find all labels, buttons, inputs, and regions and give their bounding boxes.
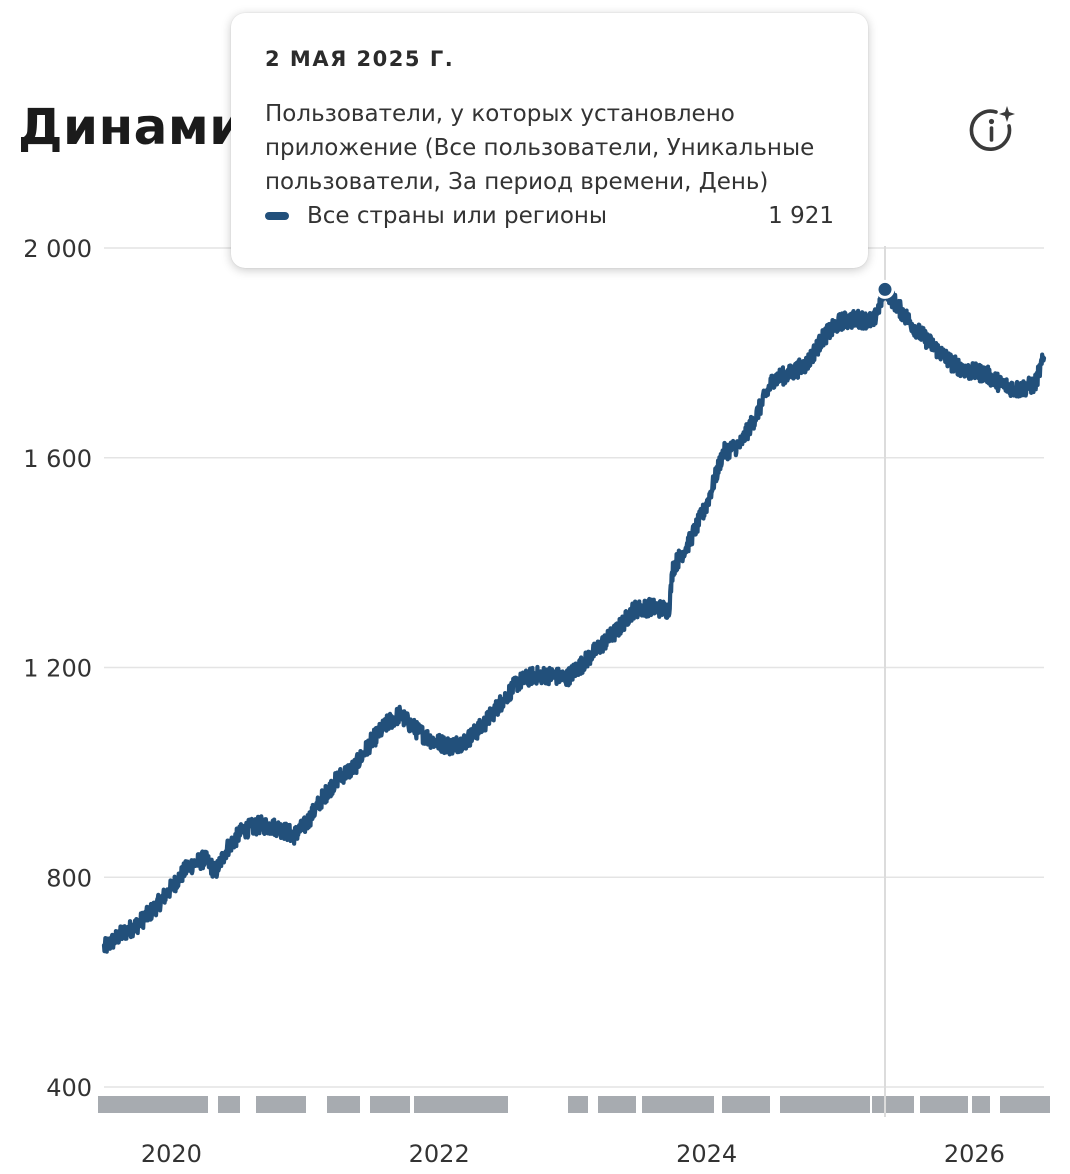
annotation-marker xyxy=(568,1096,588,1113)
series-swatch xyxy=(265,212,289,220)
x-tick-label: 2024 xyxy=(676,1140,737,1168)
annotation-marker xyxy=(218,1096,240,1113)
tooltip-series-label: Все страны или регионы xyxy=(307,203,608,229)
y-tick-label: 2 000 xyxy=(23,235,92,263)
highlight-point xyxy=(875,279,895,299)
annotation-marker xyxy=(722,1096,770,1113)
grid xyxy=(104,247,1044,1088)
annotation-marker xyxy=(256,1096,306,1113)
info-sparkle-button[interactable] xyxy=(966,104,1018,156)
annotation-marker xyxy=(598,1096,636,1113)
annotation-marker xyxy=(872,1096,914,1113)
annotation-marker xyxy=(920,1096,968,1113)
annotation-marker xyxy=(780,1096,870,1113)
highlight xyxy=(875,279,895,299)
series-line-all-regions xyxy=(101,280,1047,954)
annotation-marker xyxy=(642,1096,714,1113)
y-axis: 2 000 1 600 1 200 800 400 xyxy=(23,235,92,1102)
y-tick-label: 400 xyxy=(46,1074,92,1102)
x-tick-label: 2026 xyxy=(944,1140,1005,1168)
annotation-marker xyxy=(370,1096,410,1113)
x-axis: 2020 2022 2024 2026 xyxy=(141,1140,1005,1168)
info-sparkle-icon xyxy=(969,106,1015,151)
tooltip-date: 2 МАЯ 2025 Г. xyxy=(265,47,455,71)
annotation-marker xyxy=(414,1096,508,1113)
annotation-strip xyxy=(98,1096,1050,1113)
annotation-marker xyxy=(1000,1096,1050,1113)
x-tick-label: 2020 xyxy=(141,1140,202,1168)
tooltip-value: 1 921 xyxy=(768,203,834,229)
y-tick-label: 1 600 xyxy=(23,445,92,473)
x-tick-label: 2022 xyxy=(409,1140,470,1168)
annotation-marker xyxy=(98,1096,208,1113)
tooltip-row: Все страны или регионы 1 921 xyxy=(265,199,834,233)
annotation-marker xyxy=(327,1096,360,1113)
y-tick-label: 800 xyxy=(46,864,92,892)
annotation-marker xyxy=(972,1096,990,1113)
tooltip-metric: Пользователи, у которых установлено прил… xyxy=(265,101,815,195)
y-tick-label: 1 200 xyxy=(23,655,92,683)
series xyxy=(101,280,1047,954)
tooltip: 2 МАЯ 2025 Г. Пользователи, у которых ус… xyxy=(231,13,868,268)
